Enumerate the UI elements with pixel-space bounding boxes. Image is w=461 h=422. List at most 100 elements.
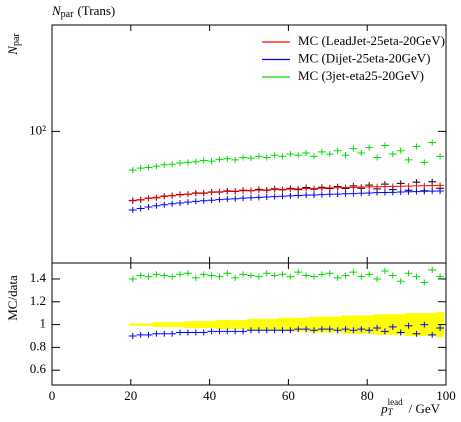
data-point — [412, 188, 421, 195]
data-point — [199, 271, 208, 278]
data-point — [270, 272, 279, 279]
data-point — [262, 270, 271, 277]
data-point — [176, 160, 184, 167]
data-point — [325, 270, 334, 277]
data-point — [404, 183, 413, 190]
data-point — [349, 145, 358, 152]
data-point — [278, 193, 287, 200]
data-point — [199, 329, 208, 336]
data-point — [357, 273, 366, 280]
data-point — [341, 272, 350, 279]
uncertainty-band — [396, 314, 405, 335]
uncertainty-band — [152, 322, 161, 327]
legend-label: MC (Dijet-25eta-20GeV) — [298, 50, 431, 65]
data-point — [270, 152, 279, 159]
data-point — [436, 273, 445, 280]
data-point — [183, 270, 192, 277]
data-point — [317, 271, 326, 278]
data-point — [207, 272, 216, 279]
data-point — [404, 156, 413, 163]
data-point — [317, 191, 326, 198]
data-point — [136, 165, 145, 172]
data-point — [191, 274, 200, 281]
uncertainty-band — [223, 320, 232, 330]
data-point — [428, 331, 437, 338]
data-point — [310, 327, 318, 334]
data-point — [183, 199, 192, 206]
data-point — [286, 186, 295, 193]
y-tick-label: 0.8 — [30, 338, 46, 353]
uncertainty-band — [317, 316, 326, 333]
uncertainty-band — [373, 314, 381, 335]
data-point — [365, 183, 374, 190]
data-point — [333, 274, 342, 281]
data-point — [396, 183, 405, 190]
uncertainty-band — [365, 315, 374, 334]
data-point — [191, 158, 200, 165]
data-point — [152, 194, 161, 201]
data-point — [215, 156, 224, 163]
data-point — [160, 330, 169, 337]
data-point — [176, 191, 184, 198]
data-point — [317, 326, 326, 333]
data-point — [294, 269, 303, 276]
data-point — [380, 267, 389, 274]
data-point — [396, 147, 405, 154]
data-point — [152, 163, 161, 170]
data-point — [325, 151, 334, 158]
data-point — [207, 328, 216, 335]
data-point — [436, 153, 445, 160]
data-point — [341, 326, 350, 333]
data-point — [428, 182, 437, 189]
data-point — [357, 190, 366, 197]
uncertainty-band — [294, 317, 303, 332]
data-point — [176, 199, 184, 206]
uncertainty-band — [183, 321, 192, 328]
data-point — [436, 182, 445, 189]
data-point — [223, 328, 232, 335]
data-point — [239, 328, 248, 335]
data-point — [239, 187, 248, 194]
data-point — [239, 271, 248, 278]
data-point — [404, 322, 413, 329]
data-point — [176, 271, 184, 278]
data-point — [412, 143, 421, 150]
data-point — [168, 192, 177, 199]
data-point — [317, 148, 326, 155]
data-point — [310, 153, 318, 160]
data-point — [420, 279, 429, 286]
data-point — [128, 206, 137, 213]
uncertainty-band — [128, 323, 137, 326]
data-point — [144, 331, 153, 338]
data-point — [341, 152, 350, 159]
data-point — [349, 269, 358, 276]
data-point — [168, 330, 177, 337]
x-tick-label: 40 — [203, 388, 216, 403]
data-point — [160, 161, 169, 168]
data-point — [183, 159, 192, 166]
data-point — [144, 203, 153, 210]
data-point — [420, 159, 429, 166]
x-tick-label: 80 — [361, 388, 374, 403]
legend-label: MC (3jet-eta25-20GeV) — [298, 68, 424, 83]
uncertainty-band — [191, 321, 200, 328]
data-point — [349, 327, 358, 334]
data-point — [396, 278, 405, 285]
uncertainty-band — [380, 314, 389, 335]
data-point — [160, 272, 169, 279]
data-point — [341, 184, 350, 191]
data-point — [270, 193, 279, 200]
data-point — [404, 270, 413, 277]
uncertainty-band — [325, 316, 334, 333]
data-point — [215, 196, 224, 203]
uncertainty-band — [428, 313, 437, 336]
data-point — [396, 329, 405, 336]
data-point — [270, 186, 279, 193]
data-point — [254, 327, 263, 334]
data-point — [294, 326, 303, 333]
data-point — [286, 273, 295, 280]
plot-frame — [51, 262, 447, 386]
data-point — [310, 273, 318, 280]
data-point — [223, 155, 232, 162]
data-point — [262, 154, 271, 161]
